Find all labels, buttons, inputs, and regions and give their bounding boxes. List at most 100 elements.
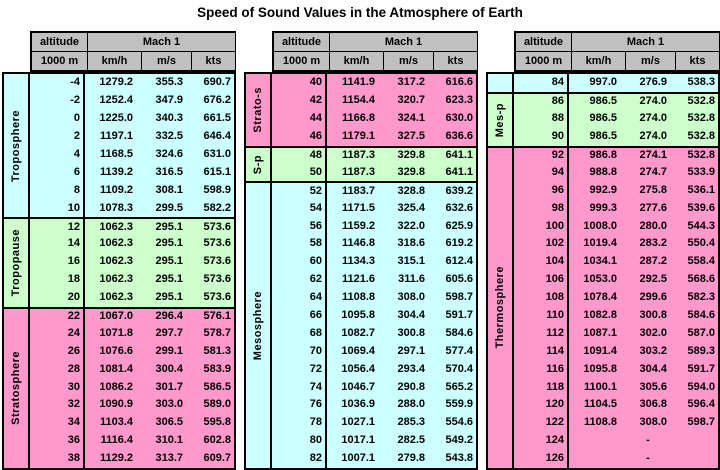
altitude-cell: 58	[272, 235, 327, 253]
table-panel-right: altitude Mach 1 1000 m km/h m/s kts 84 997.0 276…	[486, 31, 720, 470]
kts-cell: 584.6	[673, 306, 718, 325]
ms-cell: 295.1	[139, 235, 189, 253]
kts-cell: 623.3	[431, 91, 476, 110]
altitude-cell: 64	[272, 288, 327, 307]
kmh-cell: 1078.3	[85, 199, 139, 218]
kts-cell: 630.0	[431, 109, 476, 128]
kmh-cell: 1087.1	[569, 324, 623, 343]
ms-cell: 322.0	[381, 217, 431, 236]
altitude-cell: 112	[514, 324, 569, 343]
kmh-cell: 1139.2	[85, 163, 139, 182]
altitude-cell: 84	[514, 74, 569, 92]
kmh-cell: 1252.4	[85, 91, 139, 110]
altitude-cell: 104	[514, 252, 569, 271]
ms-cell: 316.5	[139, 163, 189, 182]
kts-cell: 544.3	[673, 217, 718, 236]
ms-cell: 324.6	[139, 145, 189, 164]
kmh-cell: 1078.4	[569, 288, 623, 307]
kts-cell	[673, 431, 718, 450]
altitude-cell: 70	[272, 342, 327, 361]
altitude-cell: 48	[272, 145, 327, 164]
kmh-cell: 1116.4	[85, 431, 139, 450]
altitude-cell: 54	[272, 199, 327, 218]
layer-label-text: S-p	[251, 154, 264, 175]
altitude-cell: 120	[514, 396, 569, 414]
kts-cell: 565.2	[431, 378, 476, 397]
ms-cell: 306.8	[623, 396, 673, 414]
kmh-cell: 1279.2	[85, 74, 139, 92]
altitude-cell: 18	[30, 270, 85, 289]
layer-label: S-p	[246, 145, 272, 182]
kts-cell: 532.8	[673, 91, 718, 110]
ms-cell: 274.0	[623, 127, 673, 146]
layer-label-text: Mes-p	[493, 102, 506, 137]
layer-label-text: Stratosphere	[9, 351, 22, 426]
column-header-kmh: km/h	[572, 52, 625, 70]
ms-cell: 308.0	[623, 413, 673, 432]
kmh-cell: 1019.4	[569, 235, 623, 253]
kmh-cell: 1183.7	[327, 181, 381, 200]
kmh-cell: 986.8	[569, 145, 623, 164]
altitude-cell: 86	[514, 91, 569, 110]
kmh-cell: 1166.8	[327, 109, 381, 128]
column-header-altitude: altitude	[32, 33, 87, 51]
kmh-cell: 1095.8	[327, 306, 381, 325]
altitude-cell: 6	[30, 163, 85, 182]
kts-cell: 619.2	[431, 235, 476, 253]
kmh-cell: 1187.3	[327, 163, 381, 182]
kts-cell: 615.1	[189, 163, 234, 182]
ms-cell: 297.7	[139, 324, 189, 343]
kmh-cell	[569, 449, 623, 468]
ms-cell: 332.5	[139, 127, 189, 146]
kts-cell: 596.4	[673, 396, 718, 414]
ms-cell: -	[623, 431, 673, 450]
kmh-cell: 1007.1	[327, 449, 381, 468]
kts-cell: 539.6	[673, 199, 718, 218]
altitude-cell: 60	[272, 252, 327, 271]
altitude-cell: 20	[30, 288, 85, 307]
ms-cell: 303.0	[139, 396, 189, 414]
altitude-cell: -4	[30, 74, 85, 92]
ms-cell: 300.8	[623, 306, 673, 325]
column-header-mach: Mach 1	[572, 33, 719, 51]
kts-cell: 573.6	[189, 235, 234, 253]
kmh-cell: 1100.1	[569, 378, 623, 397]
ms-cell: 299.1	[139, 342, 189, 361]
kts-cell: 573.6	[189, 288, 234, 307]
kmh-cell: 1056.4	[327, 360, 381, 379]
layer-label: Tropopause	[4, 217, 30, 307]
ms-cell: 276.9	[623, 74, 673, 92]
altitude-cell: 90	[514, 127, 569, 146]
kmh-cell: 992.9	[569, 181, 623, 200]
altitude-cell: 52	[272, 181, 327, 200]
panel-header: altitude Mach 1 1000 m km/h m/s kts	[272, 31, 478, 72]
ms-cell: -	[623, 449, 673, 468]
altitude-cell: 106	[514, 270, 569, 289]
layer-label-text: Strato-s	[251, 87, 264, 133]
ms-cell: 327.5	[381, 127, 431, 146]
ms-cell: 280.0	[623, 217, 673, 236]
ms-cell: 299.6	[623, 288, 673, 307]
ms-cell: 306.5	[139, 413, 189, 432]
kmh-cell: 1146.8	[327, 235, 381, 253]
kmh-cell: 1121.6	[327, 270, 381, 289]
kmh-cell: 1108.8	[569, 413, 623, 432]
kmh-cell: 1008.0	[569, 217, 623, 236]
altitude-cell: 38	[30, 449, 85, 468]
kmh-cell: 1103.4	[85, 413, 139, 432]
altitude-cell: 26	[30, 342, 85, 361]
ms-cell: 295.1	[139, 252, 189, 271]
altitude-cell: 24	[30, 324, 85, 343]
kts-cell: 605.6	[431, 270, 476, 289]
kts-cell: 533.9	[673, 163, 718, 182]
column-header-kts: kts	[192, 52, 235, 70]
kmh-cell: 1071.8	[85, 324, 139, 343]
kmh-cell: 1168.5	[85, 145, 139, 164]
kmh-cell: 1225.0	[85, 109, 139, 128]
kts-cell: 591.7	[431, 306, 476, 325]
ms-cell: 277.6	[623, 199, 673, 218]
ms-cell: 274.0	[623, 91, 673, 110]
ms-cell: 274.0	[623, 109, 673, 128]
altitude-cell: 100	[514, 217, 569, 236]
kts-cell: 587.0	[673, 324, 718, 343]
